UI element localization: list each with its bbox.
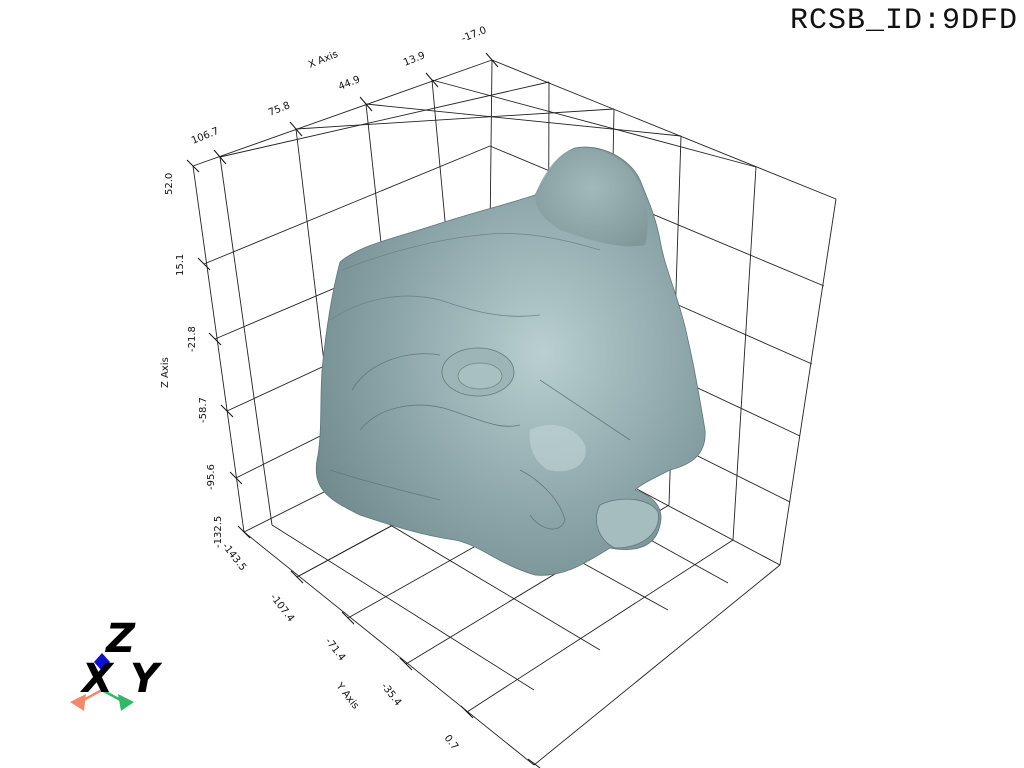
triad-z-label: Z <box>104 616 136 662</box>
y-tick-label: -143.5 <box>220 541 249 573</box>
tick-marks <box>186 52 541 768</box>
y-axis-tick-labels: -143.5 -107.4 -71.4 -35.4 0.7 Y Axis <box>220 541 460 752</box>
x-tick-label: -17.0 <box>460 25 488 45</box>
z-tick-label: -58.7 <box>198 397 209 423</box>
x-tick-label: 106.7 <box>190 126 221 147</box>
z-tick-label: 15.1 <box>175 254 186 276</box>
triad-x-label: X <box>79 656 115 702</box>
z-axis-tick-labels: 52.0 15.1 -21.8 -58.7 -95.6 -132.5 Z Axi… <box>160 173 224 548</box>
triad-y-arrow-icon <box>118 694 134 711</box>
y-tick-label: 0.7 <box>442 733 460 752</box>
z-tick-label: -95.6 <box>206 464 217 490</box>
x-axis-title: X Axis <box>307 49 340 71</box>
y-tick-label: -107.4 <box>268 592 297 624</box>
z-axis-title: Z Axis <box>160 357 171 388</box>
triad-x-arrow-icon <box>70 694 86 711</box>
z-tick-label: -132.5 <box>213 516 224 548</box>
x-tick-label: 44.9 <box>337 74 362 93</box>
triad-y-label: Y <box>130 656 163 702</box>
y-tick-label: -71.4 <box>323 636 348 663</box>
orientation-triad: Z X Y <box>70 616 163 711</box>
y-tick-label: -35.4 <box>379 681 404 708</box>
x-axis-tick-labels: 106.7 75.8 44.9 13.9 -17.0 X Axis <box>190 25 488 147</box>
x-tick-label: 13.9 <box>402 50 427 69</box>
structure-id-title: RCSB_ID:9DFD <box>789 4 1018 38</box>
x-tick-label: 75.8 <box>267 100 292 119</box>
molecular-surface[interactable] <box>316 146 706 576</box>
z-tick-label: -21.8 <box>187 326 198 352</box>
y-axis-title: Y Axis <box>333 680 361 711</box>
z-tick-label: 52.0 <box>164 173 175 195</box>
triad-z-cone-icon <box>94 653 110 671</box>
